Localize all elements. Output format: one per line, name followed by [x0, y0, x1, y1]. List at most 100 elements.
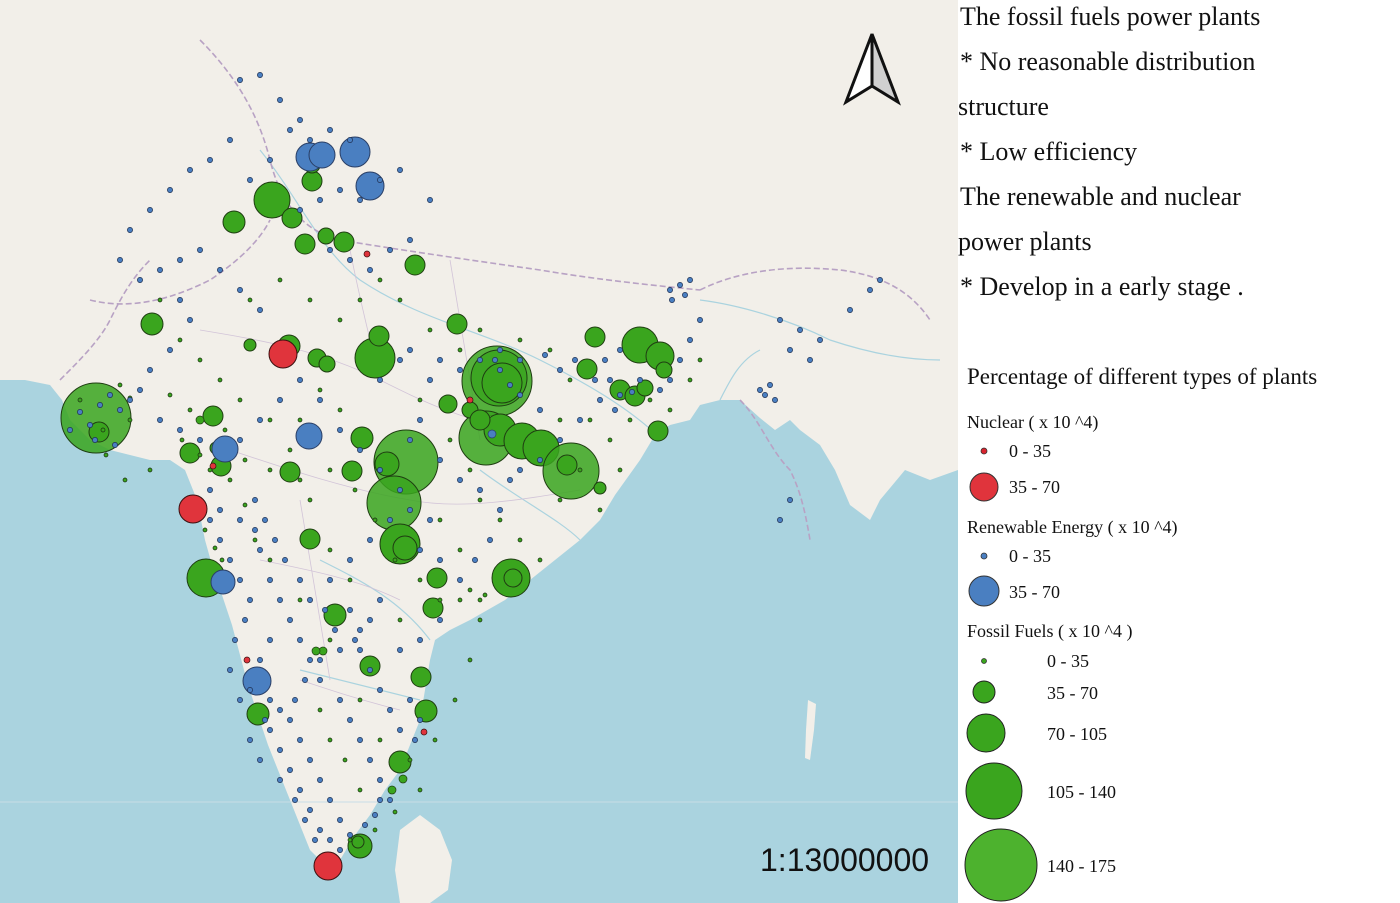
- renewable-plant[interactable]: [357, 197, 363, 203]
- renewable-plant[interactable]: [197, 247, 203, 253]
- renewable-plant[interactable]: [682, 292, 688, 298]
- renewable-plant[interactable]: [517, 392, 523, 398]
- fossil-fuel-plant[interactable]: [202, 405, 224, 427]
- renewable-plant[interactable]: [262, 517, 268, 523]
- renewable-plant[interactable]: [867, 287, 873, 293]
- fossil-fuel-plant[interactable]: [556, 454, 578, 476]
- fossil-fuel-plant[interactable]: [593, 481, 607, 495]
- renewable-plant[interactable]: [572, 357, 578, 363]
- renewable-plant[interactable]: [797, 327, 803, 333]
- renewable-plant[interactable]: [327, 837, 333, 843]
- renewable-plant[interactable]: [367, 617, 373, 623]
- renewable-plant[interactable]: [767, 382, 773, 388]
- renewable-plant[interactable]: [372, 812, 378, 818]
- fossil-fuel-plant[interactable]: [647, 420, 669, 442]
- renewable-plant[interactable]: [492, 357, 498, 363]
- renewable-plant[interactable]: [347, 607, 353, 613]
- renewable-plant[interactable]: [337, 817, 343, 823]
- fossil-fuel-plant[interactable]: [351, 835, 365, 849]
- fossil-fuel-plant[interactable]: [377, 277, 383, 283]
- renewable-plant[interactable]: [772, 397, 778, 403]
- fossil-fuel-plant[interactable]: [327, 737, 333, 743]
- renewable-plant[interactable]: [292, 797, 298, 803]
- fossil-fuel-plant[interactable]: [467, 657, 473, 663]
- fossil-fuel-plant[interactable]: [103, 452, 109, 458]
- fossil-fuel-plant[interactable]: [477, 497, 483, 503]
- renewable-plant[interactable]: [412, 737, 418, 743]
- renewable-plant[interactable]: [322, 607, 328, 613]
- renewable-plant[interactable]: [92, 437, 98, 443]
- renewable-plant[interactable]: [167, 347, 173, 353]
- renewable-plant[interactable]: [227, 557, 233, 563]
- fossil-fuel-plant[interactable]: [372, 517, 378, 523]
- fossil-fuel-plant[interactable]: [357, 787, 363, 793]
- fossil-fuel-plant[interactable]: [503, 568, 523, 588]
- fossil-fuel-plant[interactable]: [452, 697, 458, 703]
- renewable-plant[interactable]: [307, 757, 313, 763]
- renewable-plant[interactable]: [617, 347, 623, 353]
- renewable-plant[interactable]: [297, 377, 303, 383]
- fossil-fuel-plant[interactable]: [299, 528, 321, 550]
- fossil-fuel-plant[interactable]: [392, 535, 418, 561]
- renewable-plant[interactable]: [252, 497, 258, 503]
- fossil-fuel-plant[interactable]: [157, 297, 163, 303]
- fossil-fuel-plant[interactable]: [438, 394, 458, 414]
- fossil-fuel-plant[interactable]: [317, 227, 335, 245]
- renewable-plant[interactable]: [307, 137, 313, 143]
- fossil-fuel-plant[interactable]: [457, 547, 463, 553]
- renewable-plant[interactable]: [387, 517, 393, 523]
- renewable-plant[interactable]: [277, 397, 283, 403]
- renewable-plant[interactable]: [317, 677, 323, 683]
- fossil-fuel-plant[interactable]: [457, 597, 463, 603]
- fossil-fuel-plant[interactable]: [447, 437, 453, 443]
- fossil-fuel-plant[interactable]: [347, 577, 353, 583]
- renewable-plant[interactable]: [407, 347, 413, 353]
- fossil-fuel-plant[interactable]: [404, 254, 426, 276]
- fossil-fuel-plant[interactable]: [140, 312, 164, 336]
- renewable-plant[interactable]: [177, 257, 183, 263]
- fossil-fuel-plant[interactable]: [357, 697, 363, 703]
- fossil-fuel-plant[interactable]: [217, 377, 223, 383]
- fossil-fuel-plant[interactable]: [297, 417, 303, 423]
- fossil-fuel-plant[interactable]: [297, 597, 303, 603]
- renewable-plant[interactable]: [237, 437, 243, 443]
- renewable-plant[interactable]: [667, 377, 673, 383]
- renewable-plant[interactable]: [67, 427, 73, 433]
- fossil-fuel-plant[interactable]: [100, 427, 106, 433]
- fossil-fuel-plant[interactable]: [368, 325, 390, 347]
- renewable-plant[interactable]: [457, 367, 463, 373]
- renewable-plant[interactable]: [302, 817, 308, 823]
- renewable-plant[interactable]: [377, 777, 383, 783]
- fossil-fuel-plant[interactable]: [392, 809, 398, 815]
- renewable-plant[interactable]: [257, 72, 263, 78]
- renewable-plant[interactable]: [517, 467, 523, 473]
- renewable-plant[interactable]: [237, 697, 243, 703]
- fossil-fuel-plant[interactable]: [587, 417, 593, 423]
- renewable-plant[interactable]: [377, 797, 383, 803]
- fossil-fuel-plant[interactable]: [237, 397, 243, 403]
- fossil-fuel-plant[interactable]: [457, 347, 463, 353]
- fossil-fuel-plant[interactable]: [279, 461, 301, 483]
- nuclear-plant[interactable]: [268, 339, 298, 369]
- renewable-plant[interactable]: [417, 717, 423, 723]
- renewable-plant[interactable]: [367, 757, 373, 763]
- renewable-plant[interactable]: [327, 577, 333, 583]
- nuclear-plant[interactable]: [209, 462, 217, 470]
- renewable-plant[interactable]: [612, 407, 618, 413]
- renewable-plant[interactable]: [237, 287, 243, 293]
- fossil-fuel-plant[interactable]: [417, 577, 423, 583]
- renewable-plant[interactable]: [137, 387, 143, 393]
- renewable-plant[interactable]: [347, 557, 353, 563]
- fossil-fuel-plant[interactable]: [287, 447, 293, 453]
- renewable-plant[interactable]: [417, 637, 423, 643]
- fossil-fuel-plant[interactable]: [317, 387, 323, 393]
- fossil-fuel-plant[interactable]: [467, 467, 473, 473]
- renewable-plant[interactable]: [127, 227, 133, 233]
- renewable-plant[interactable]: [397, 727, 403, 733]
- renewable-plant[interactable]: [777, 317, 783, 323]
- fossil-fuel-plant[interactable]: [301, 170, 323, 192]
- renewable-plant[interactable]: [697, 317, 703, 323]
- renewable-plant[interactable]: [407, 237, 413, 243]
- renewable-plant[interactable]: [287, 617, 293, 623]
- renewable-plant[interactable]: [637, 377, 643, 383]
